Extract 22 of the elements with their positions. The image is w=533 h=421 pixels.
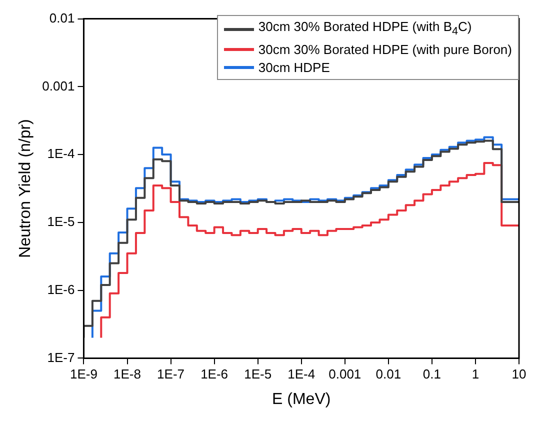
y-tick-label: 0.01 bbox=[49, 10, 75, 26]
y-tick-label: 1E-5 bbox=[47, 214, 75, 230]
y-axis-title: Neutron Yield (n/pr) bbox=[17, 119, 34, 258]
y-tick-label: 1E-4 bbox=[47, 146, 75, 162]
x-tick-label: 1 bbox=[472, 366, 480, 382]
y-tick-label: 1E-7 bbox=[47, 350, 75, 365]
x-tick-label: 1E-5 bbox=[244, 366, 272, 382]
x-axis-title: E (MeV) bbox=[272, 390, 331, 408]
legend-label: 30cm 30% Borated HDPE (with B$_{4}$C) bbox=[258, 18, 472, 40]
x-tick-label: 0.1 bbox=[422, 366, 441, 382]
x-tick-label: 1E-7 bbox=[157, 366, 185, 382]
legend-label: 30cm 30% Borated HDPE (with pure Boron) bbox=[258, 40, 512, 59]
x-tick-label: 1E-4 bbox=[288, 366, 316, 382]
x-tick-label: 1E-8 bbox=[114, 366, 141, 382]
x-tick-label: 0.01 bbox=[376, 366, 402, 382]
legend-label: 30cm HDPE bbox=[258, 58, 330, 77]
x-tick-label: 1E-9 bbox=[70, 366, 98, 382]
x-tick-label: 10 bbox=[512, 366, 526, 382]
y-tick-label: 1E-6 bbox=[47, 282, 75, 297]
x-tick-label: 1E-6 bbox=[200, 366, 228, 382]
x-tick-label: 0.001 bbox=[328, 366, 362, 382]
y-tick-label: 0.001 bbox=[42, 78, 75, 94]
